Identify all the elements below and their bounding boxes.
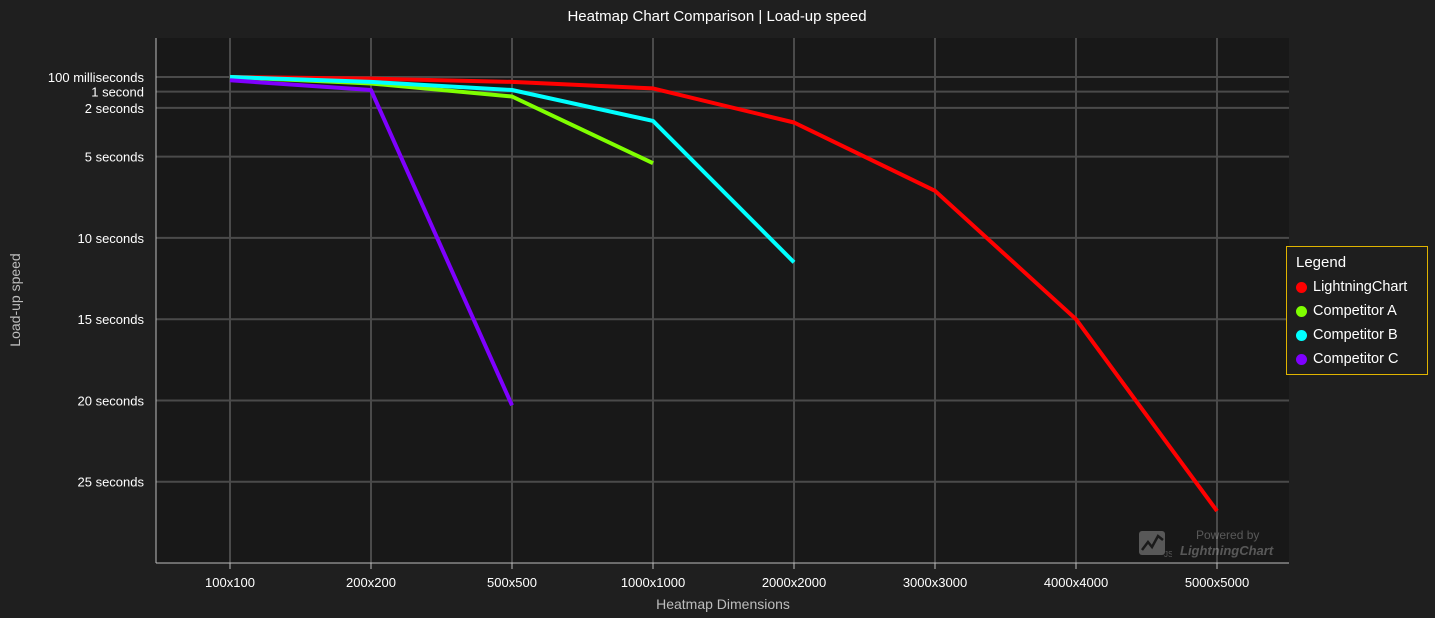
legend-item-competitor-b[interactable]: Competitor B: [1296, 323, 1418, 347]
series-layer: [229, 75, 1219, 513]
y-tick-label: 15 seconds: [78, 312, 145, 327]
x-tick-label: 100x100: [205, 575, 255, 590]
y-tick-label: 2 seconds: [85, 101, 145, 116]
legend-item-label: LightningChart: [1313, 279, 1408, 295]
x-tick-label: 4000x4000: [1044, 575, 1108, 590]
x-tick-label: 500x500: [487, 575, 537, 590]
y-axis-label: Load-up speed: [7, 253, 23, 346]
tick-layer: 100x100 200x200 500x500 1000x1000 2000x2000 3…: [48, 70, 1249, 590]
lightningchart-watermark: JS Powered by LightningChart: [1138, 526, 1290, 562]
watermark-brand-text: LightningChart: [1180, 543, 1274, 558]
legend-item-label: Competitor A: [1313, 303, 1397, 319]
x-tick-label: 200x200: [346, 575, 396, 590]
plot-area: [156, 38, 1289, 563]
legend-marker-icon: [1296, 281, 1307, 293]
y-tick-label: 5 seconds: [85, 150, 145, 165]
x-axis-label: Heatmap Dimensions: [656, 596, 790, 612]
legend-item-lightningchart[interactable]: LightningChart: [1296, 275, 1418, 299]
legend-item-label: Competitor B: [1313, 327, 1398, 343]
legend-item-competitor-c[interactable]: Competitor C: [1296, 347, 1418, 371]
x-tick-label: 1000x1000: [621, 575, 685, 590]
y-tick-label: 1 second: [91, 85, 144, 100]
chart-title: Heatmap Chart Comparison | Load-up speed: [567, 8, 866, 25]
y-tick-label: 20 seconds: [78, 393, 145, 408]
x-tick-label: 5000x5000: [1185, 575, 1249, 590]
legend-marker-icon: [1296, 305, 1307, 317]
legend-title: Legend: [1296, 254, 1347, 271]
watermark-powered-text: Powered by: [1196, 528, 1260, 542]
legend-marker-icon: [1296, 353, 1307, 365]
x-tick-label: 3000x3000: [903, 575, 967, 590]
series-line-competitor-b[interactable]: [229, 75, 796, 264]
legend-item-competitor-a[interactable]: Competitor A: [1296, 299, 1418, 323]
y-tick-label: 25 seconds: [78, 475, 145, 490]
series-line-lightningchart[interactable]: [229, 75, 1219, 513]
logo-mark-text: JS: [1164, 550, 1172, 558]
y-tick-label: 10 seconds: [78, 231, 145, 246]
legend-marker-icon: [1296, 329, 1307, 341]
y-tick-label: 100 milliseconds: [48, 70, 145, 85]
series-line-competitor-c[interactable]: [229, 78, 514, 407]
x-tick-label: 2000x2000: [762, 575, 826, 590]
legend: Legend LightningChart Competitor A Compe…: [1286, 246, 1428, 375]
legend-item-label: Competitor C: [1313, 351, 1399, 367]
lightningchart-logo-icon: JS: [1139, 531, 1172, 558]
